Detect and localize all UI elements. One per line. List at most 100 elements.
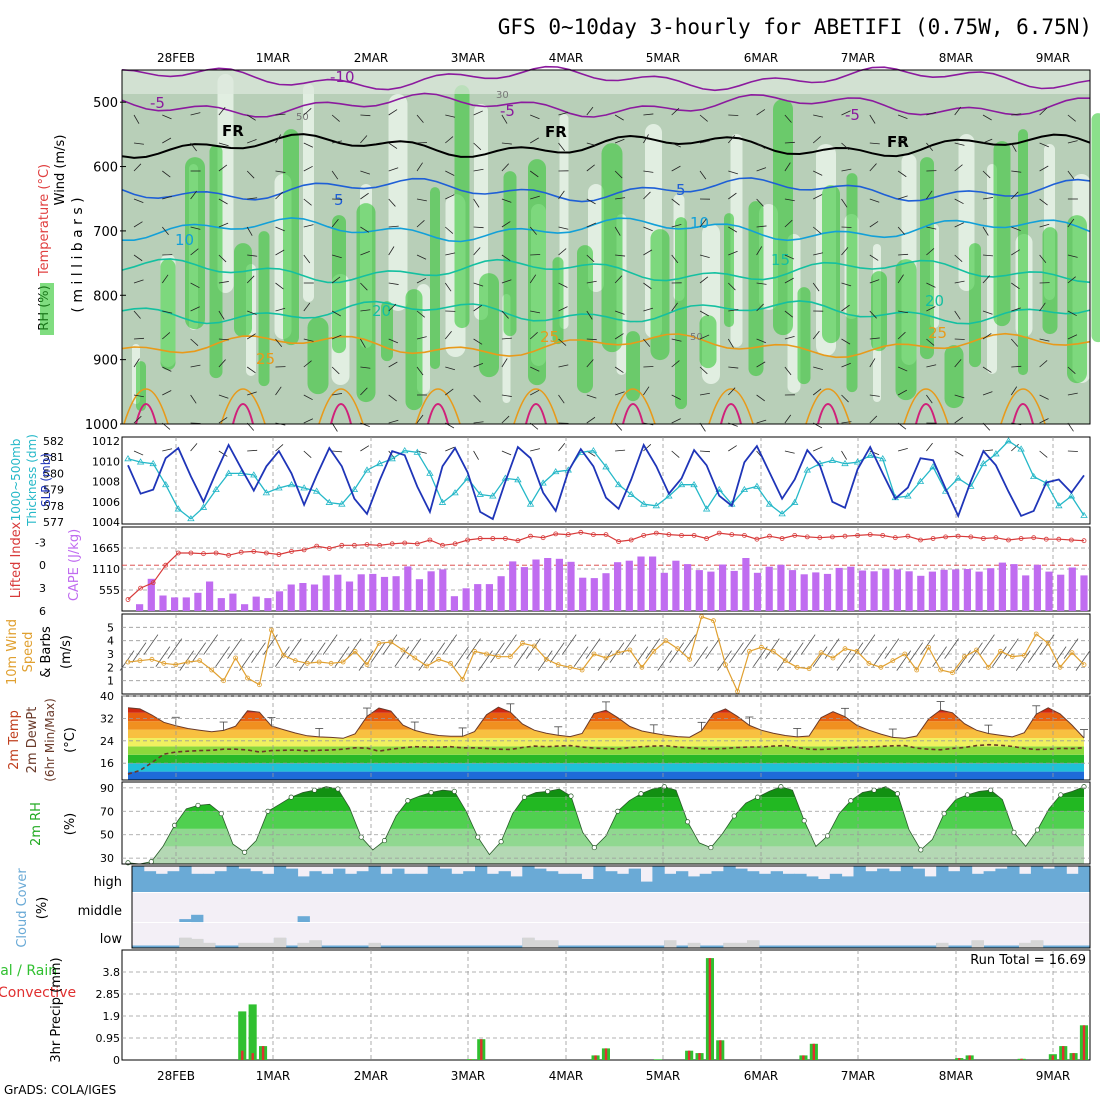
cloud-high-bar <box>1043 869 1055 892</box>
cloud-high-bar <box>1078 866 1090 892</box>
moist-streak <box>675 217 687 409</box>
wind-tick: 2 <box>107 661 114 674</box>
cloud-high-bar <box>889 871 901 892</box>
cloud-low-grey <box>1031 940 1043 948</box>
cloud-low-grey <box>1019 943 1031 948</box>
date-label-top: 3MAR <box>451 51 486 65</box>
cloud-low-grey <box>534 940 546 948</box>
cape-bar <box>567 562 574 611</box>
cloud-high-bar <box>570 874 582 892</box>
moist-streak <box>1092 113 1100 342</box>
cloud-high-bar <box>1019 874 1031 892</box>
cloud-high-bar <box>309 871 321 892</box>
date-label-top: 28FEB <box>157 51 195 65</box>
cape-bar <box>299 583 306 611</box>
rh-marker <box>732 814 736 818</box>
cloud-high-bar <box>794 874 806 892</box>
cloud-high-bar <box>321 874 333 892</box>
precip-convective-bar <box>802 1055 804 1060</box>
cloud-high-bar <box>179 866 191 892</box>
cape-bar <box>917 576 924 611</box>
cape-bar <box>404 566 411 611</box>
rh-marker <box>289 795 293 799</box>
rh-marker <box>942 811 946 815</box>
cloud-high-bar <box>333 869 345 892</box>
cloud-high-bar <box>771 871 783 892</box>
cape-bar <box>416 579 423 611</box>
cape-bar <box>451 596 458 611</box>
cloud-row-bg <box>132 893 1090 922</box>
cloud-high-bar <box>203 874 215 892</box>
cape-bar <box>241 604 248 611</box>
ylabel-cape: CAPE (J/kg) <box>67 529 82 601</box>
ylabel-minmax: (6hr Min/Max) <box>43 698 57 782</box>
cloud-middle-bar <box>298 916 310 922</box>
date-label-bottom: 4MAR <box>549 1069 584 1083</box>
cloud-high-bar <box>581 879 593 892</box>
precip-tick: 1.9 <box>103 1010 121 1023</box>
cape-bar <box>1022 575 1029 611</box>
wind-tick: 3 <box>107 648 114 661</box>
cloud-high-bar <box>783 874 795 892</box>
cape-bar <box>358 574 365 611</box>
cloud-high-bar <box>593 866 605 892</box>
moist-streak <box>332 215 346 353</box>
cloud-high-bar <box>652 866 664 892</box>
slp-tick: 1006 <box>92 496 120 509</box>
moist-streak <box>430 187 440 369</box>
precip-total-bar <box>654 1059 662 1060</box>
cloud-high-bar <box>1031 866 1043 892</box>
cloud-high-bar <box>345 874 357 892</box>
cape-bar <box>929 572 936 611</box>
cape-bar <box>276 591 283 611</box>
cape-bar <box>579 578 586 611</box>
cloud-high-bar <box>605 871 617 892</box>
temp-tick: 16 <box>100 757 114 770</box>
cape-bar <box>393 576 400 611</box>
date-label-bottom: 5MAR <box>646 1069 681 1083</box>
li-tick: 3 <box>39 582 46 595</box>
cloud-low-grey <box>688 943 700 948</box>
precip-convective-bar <box>1083 1025 1085 1060</box>
cloud-high-bar <box>901 866 913 892</box>
cloud-high-bar <box>440 869 452 892</box>
contour-label: FR <box>545 123 567 141</box>
rh-marker <box>476 835 480 839</box>
cape-bar <box>742 558 749 611</box>
moist-streak <box>969 243 981 367</box>
ylabel-thickness-prefix: 1000~500mb <box>9 439 23 522</box>
rh-legend-swatch <box>40 283 54 335</box>
cape-bar <box>486 584 493 611</box>
rh-marker <box>895 792 899 796</box>
cloud-high-bar <box>511 876 523 892</box>
rh-marker <box>1012 830 1016 834</box>
contour-label: 5 <box>334 191 344 209</box>
cape-bar <box>183 597 190 611</box>
cape-bar <box>311 585 318 612</box>
ylabel-cloud: Cloud Cover <box>15 868 30 948</box>
wind-barb <box>728 115 738 116</box>
cape-bar <box>731 571 738 611</box>
cape-bar <box>754 573 761 611</box>
wind-barb <box>842 227 852 228</box>
moist-streak <box>234 243 252 337</box>
cloud-level-middle: middle <box>78 904 122 919</box>
legend-convective: Convective <box>0 985 76 1001</box>
cloud-high-bar <box>238 869 250 892</box>
pressure-tick: 600 <box>93 161 118 176</box>
pressure-tick: 800 <box>93 289 118 304</box>
ylabel-temp-unit: (°C) <box>63 727 78 753</box>
contour-label: 20 <box>925 292 944 310</box>
precip-tick: 2.85 <box>96 988 121 1001</box>
rh-marker <box>149 860 153 864</box>
cloud-high-bar <box>416 874 428 892</box>
cloud-high-bar <box>428 866 440 892</box>
rh-marker <box>219 811 223 815</box>
cloud-low-grey <box>191 939 203 948</box>
rh-marker <box>709 845 713 849</box>
cloud-high-bar <box>617 874 629 892</box>
cape-bar <box>637 557 644 612</box>
cape-bar <box>661 573 668 611</box>
cape-bar <box>474 584 481 611</box>
